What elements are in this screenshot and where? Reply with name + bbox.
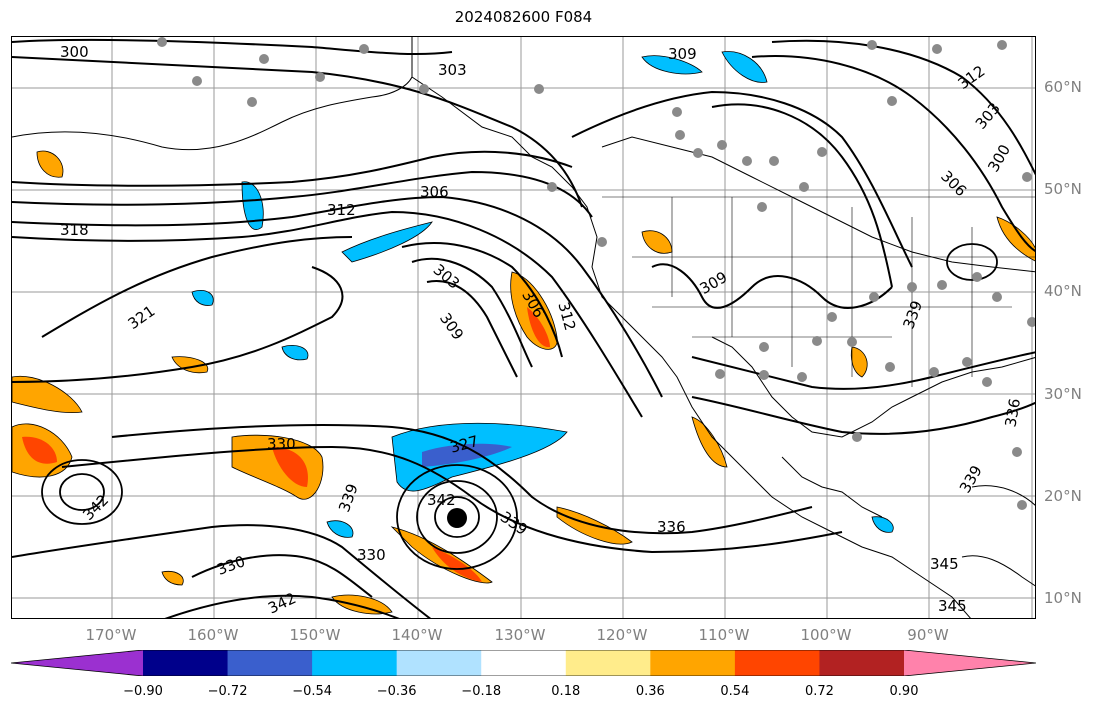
contour-label: 318	[60, 221, 89, 239]
contour-label: 339	[956, 462, 986, 496]
contour-label: 321	[125, 302, 159, 333]
contour-label: 339	[497, 508, 531, 539]
lat-label-20n: 20°N	[1044, 487, 1082, 505]
contour-label: 330	[267, 435, 296, 453]
contour-label: 312	[554, 300, 579, 332]
colorbar-tick-label: −0.54	[292, 684, 333, 699]
colorbar-tick-label: −0.18	[461, 684, 502, 699]
height-contours	[12, 38, 1035, 618]
contour-label: 300	[984, 141, 1014, 175]
contour-label: 345	[938, 597, 967, 615]
colorbar-segment	[904, 650, 1036, 676]
colorbar-segment	[11, 650, 143, 676]
colorbar-tick-label: 0.90	[889, 684, 919, 699]
lon-label-100w: 100°W	[800, 626, 852, 644]
lon-label-90w: 90°W	[907, 626, 949, 644]
coastlines	[12, 37, 1035, 618]
contour-label: 339	[899, 298, 926, 331]
colorbar-tick-label: −0.90	[123, 684, 163, 699]
colorbar-segment	[396, 650, 482, 676]
shaded-positive-regions	[12, 150, 1035, 615]
contour-label: 342	[265, 589, 299, 617]
map-canvas: 300 303 309 312 303 306 312 318 321 303 …	[12, 37, 1035, 618]
observation-dots	[157, 37, 1035, 510]
shaded-negative-regions	[191, 51, 894, 538]
storm-center-marker	[447, 508, 467, 528]
map-title: 2024082600 F084	[454, 8, 593, 26]
lat-label-40n: 40°N	[1044, 282, 1082, 300]
colorbar-segment	[143, 650, 229, 676]
lat-label-60n: 60°N	[1044, 78, 1082, 96]
colorbar-tick-label: 0.72	[804, 684, 834, 699]
contour-label: 312	[327, 201, 356, 219]
contour-label: 303	[430, 260, 464, 292]
lon-label-120w: 120°W	[596, 626, 648, 644]
lon-label-140w: 140°W	[391, 626, 443, 644]
contour-label: 306	[420, 183, 449, 201]
colorbar-tick-label: 0.18	[551, 684, 581, 699]
colorbar-tick-label: 0.54	[720, 684, 750, 699]
colorbar-tick-label: −0.72	[207, 684, 248, 699]
lon-label-130w: 130°W	[494, 626, 546, 644]
lon-label-170w: 170°W	[85, 626, 137, 644]
contour-label: 309	[668, 45, 697, 63]
contour-label: 339	[335, 481, 362, 514]
closed-contours	[41, 243, 998, 570]
colorbar-segment	[312, 650, 398, 676]
contour-label: 309	[436, 310, 467, 344]
colorbar-segment	[481, 650, 567, 676]
contour-label: 345	[930, 555, 959, 573]
colorbar-tick-label: −0.36	[376, 684, 417, 699]
contour-label: 303	[972, 99, 1004, 133]
colorbar-segment	[734, 650, 820, 676]
colorbar-segment	[819, 650, 905, 676]
contour-label: 300	[60, 43, 89, 61]
lon-label-110w: 110°W	[698, 626, 750, 644]
map-panel: 300 303 309 312 303 306 312 318 321 303 …	[11, 36, 1036, 619]
contour-label: 303	[438, 61, 467, 79]
colorbar-segment	[650, 650, 736, 676]
lat-label-30n: 30°N	[1044, 385, 1082, 403]
colorbar-segment	[227, 650, 313, 676]
contour-label: 336	[1001, 397, 1024, 428]
colorbar-tick-label: 0.36	[635, 684, 665, 699]
contour-label: 330	[357, 546, 386, 564]
contour-label: 342	[427, 491, 456, 509]
colorbar	[11, 650, 1036, 676]
lat-label-10n: 10°N	[1044, 589, 1082, 607]
colorbar-segments	[11, 650, 1036, 676]
contour-label: 336	[657, 518, 686, 536]
contour-label: 306	[937, 167, 970, 200]
lon-label-150w: 150°W	[289, 626, 341, 644]
lat-label-50n: 50°N	[1044, 180, 1082, 198]
graticule	[12, 37, 1035, 618]
colorbar-segment	[565, 650, 651, 676]
contour-label: 330	[215, 552, 248, 579]
lon-label-160w: 160°W	[187, 626, 239, 644]
